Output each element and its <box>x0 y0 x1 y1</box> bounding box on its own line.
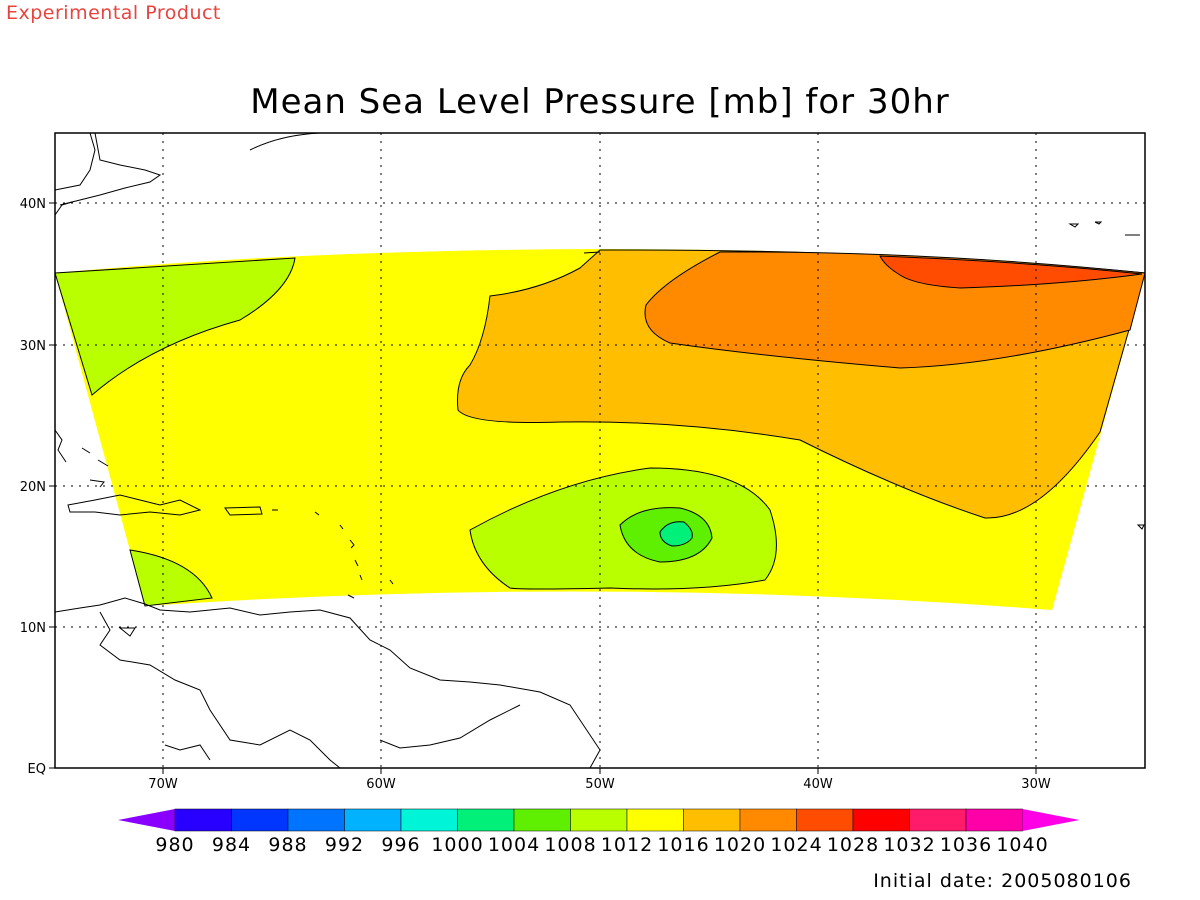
low-1000-1004 <box>659 521 693 547</box>
lat-label: EQ <box>28 762 46 777</box>
colorbar-swatch <box>852 808 910 832</box>
colorbar-label: 996 <box>381 834 420 856</box>
lat-label: 40N <box>20 197 46 212</box>
colorbar-swatch <box>231 808 289 832</box>
colorbar-label: 1016 <box>657 834 709 856</box>
pressure-field <box>55 133 1145 768</box>
region-1008-1012-sw <box>129 549 213 607</box>
colorbar-swatch <box>683 808 741 832</box>
colorbar-swatch <box>739 808 797 832</box>
initial-date: Initial date: 2005080106 <box>873 870 1132 892</box>
colorbar-label: 1012 <box>601 834 653 856</box>
region-1024-1028 <box>879 255 1143 289</box>
colorbar-label: 988 <box>268 834 307 856</box>
colorbar-label: 1032 <box>883 834 935 856</box>
coastlines <box>55 133 1145 768</box>
colorbar-label: 1036 <box>940 834 992 856</box>
colorbar-swatch <box>344 808 402 832</box>
colorbar-swatch <box>174 808 232 832</box>
lat-label: 20N <box>20 480 46 495</box>
colorbar-swatch <box>796 808 854 832</box>
lon-label: 50W <box>585 777 615 792</box>
colorbar-label: 1020 <box>714 834 766 856</box>
map-title: Mean Sea Level Pressure [mb] for 30hr <box>250 82 950 122</box>
colorbar-swatch <box>965 808 1023 832</box>
colorbar-label: 984 <box>212 834 251 856</box>
colorbar: 980 984 988 992 996 1000 1004 1008 1012 1016 1020 1… <box>118 808 1080 856</box>
colorbar-swatch <box>457 808 515 832</box>
colorbar-swatch <box>287 808 345 832</box>
colorbar-swatch <box>400 808 458 832</box>
colorbar-arrow-high <box>1022 809 1080 831</box>
axis-ticks <box>49 202 1037 774</box>
colorbar-arrow-low <box>118 809 175 831</box>
colorbar-label: 992 <box>325 834 364 856</box>
colorbar-label: 1028 <box>827 834 879 856</box>
lat-label: 10N <box>20 621 46 636</box>
experimental-product-label: Experimental Product <box>6 2 221 24</box>
lat-label: 30N <box>20 339 46 354</box>
lon-label: 40W <box>803 777 833 792</box>
colorbar-swatch <box>570 808 628 832</box>
lon-label: 60W <box>366 777 396 792</box>
colorbar-label: 1040 <box>996 834 1048 856</box>
colorbar-swatch <box>626 808 684 832</box>
colorbar-label: 1008 <box>544 834 596 856</box>
colorbar-swatch <box>909 808 967 832</box>
colorbar-label: 1000 <box>431 834 483 856</box>
colorbar-label: 1024 <box>770 834 822 856</box>
colorbar-label: 1004 <box>488 834 540 856</box>
colorbar-label: 980 <box>155 834 194 856</box>
region-1008-1012-nw <box>55 257 296 396</box>
graticule <box>55 133 1145 768</box>
lon-label: 30W <box>1021 777 1051 792</box>
colorbar-swatch <box>513 808 571 832</box>
lon-label: 70W <box>148 777 178 792</box>
